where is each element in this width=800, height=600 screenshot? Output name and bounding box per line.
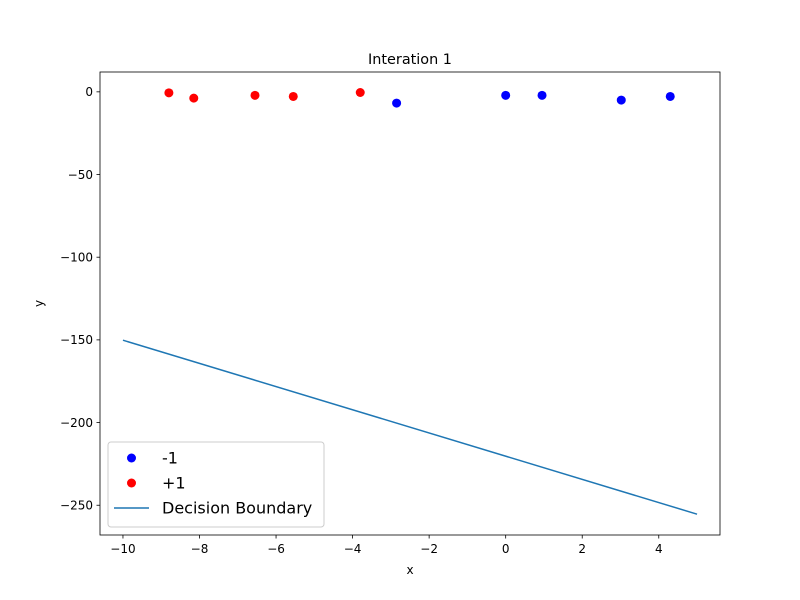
data-point xyxy=(537,90,547,100)
y-tick-label: −250 xyxy=(60,499,93,513)
decision-boundary-line xyxy=(122,339,698,515)
x-tick-label: −8 xyxy=(191,542,209,556)
legend-entry-label: +1 xyxy=(162,474,186,493)
data-point xyxy=(501,90,511,100)
data-point xyxy=(355,88,365,97)
y-tick-label: 0 xyxy=(85,85,93,99)
x-tick-label: 0 xyxy=(502,542,510,556)
legend-entry-label: -1 xyxy=(162,449,178,468)
y-tick-label: −200 xyxy=(60,416,93,430)
x-tick-label: −10 xyxy=(110,542,135,556)
legend: -1 +1 Decision Boundary xyxy=(107,441,325,528)
chart-title: Interation 1 xyxy=(368,52,452,68)
x-tick-label: 4 xyxy=(655,542,663,556)
x-tick-label: 2 xyxy=(578,542,586,556)
data-point xyxy=(164,88,174,98)
data-point xyxy=(392,98,402,108)
legend-frame xyxy=(107,441,325,528)
y-axis-ticks: 0 −50 −100 −150 −200 −250 xyxy=(60,85,100,513)
data-point xyxy=(189,93,199,103)
legend-marker-swatch xyxy=(127,453,136,463)
data-point xyxy=(288,91,298,101)
data-point xyxy=(616,95,626,105)
data-point xyxy=(250,90,260,100)
x-tick-label: −2 xyxy=(420,542,438,556)
x-axis-label: x xyxy=(406,563,413,577)
plot-marks xyxy=(122,88,698,515)
legend-entry-label: Decision Boundary xyxy=(162,499,312,518)
y-tick-label: −100 xyxy=(60,251,93,265)
legend-marker-swatch xyxy=(127,478,136,488)
data-point xyxy=(665,91,675,101)
y-axis-label: y xyxy=(32,300,46,307)
x-tick-label: −4 xyxy=(344,542,362,556)
plot-frame xyxy=(99,71,721,536)
x-axis-ticks: −10 −8 −6 −4 −2 0 2 4 xyxy=(110,535,663,556)
y-tick-label: −150 xyxy=(60,333,93,347)
x-tick-label: −6 xyxy=(267,542,285,556)
y-tick-label: −50 xyxy=(68,168,93,182)
